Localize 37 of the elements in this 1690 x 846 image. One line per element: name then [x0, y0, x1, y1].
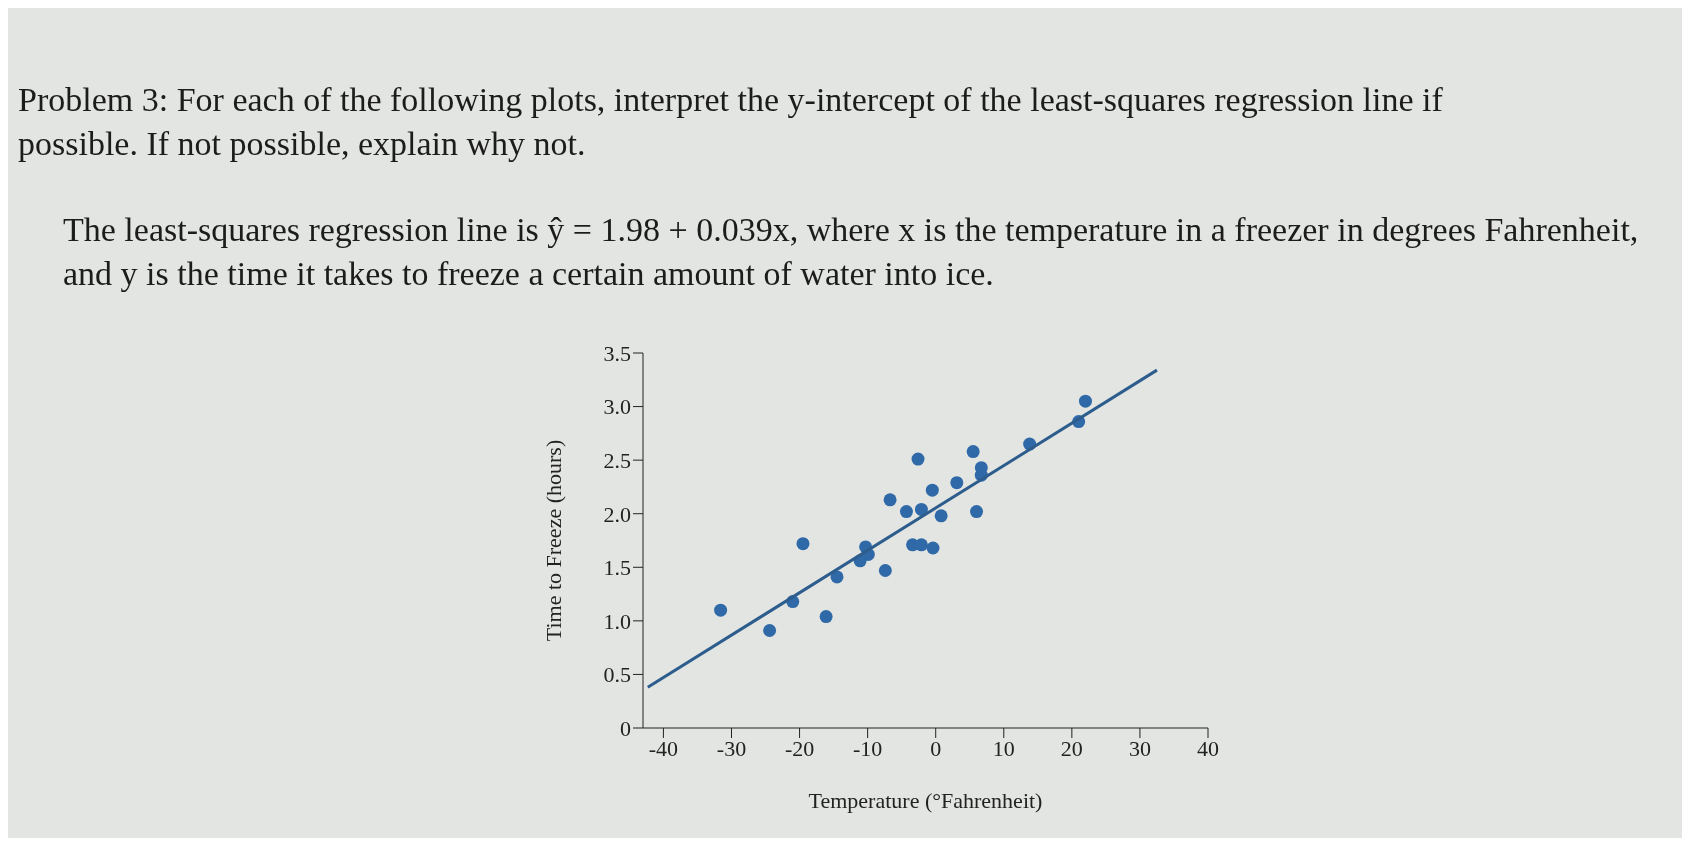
point [925, 483, 939, 497]
point [970, 505, 984, 519]
point [714, 603, 728, 617]
x-tick-label: 20 [1060, 735, 1083, 761]
x-tick-label: 0 [930, 735, 942, 761]
y-tick-label: 0 [620, 715, 631, 741]
x-tick-label: -10 [852, 735, 883, 761]
y-tick-label: 2.0 [603, 501, 631, 527]
x-tick-label: -40 [648, 735, 679, 761]
point [926, 541, 940, 555]
point [934, 509, 948, 523]
x-tick-label: 30 [1128, 735, 1151, 761]
point [950, 476, 964, 490]
point [883, 493, 897, 507]
point [911, 452, 925, 466]
y-tick-label: 3.0 [603, 394, 631, 420]
chart-title: Problem 3: For each of the following plots, interpret the y-intercept of the least-squares regression line if possible. If not possible, explain why not. [18, 80, 1444, 164]
point [1078, 394, 1092, 408]
y-axis-title: Time to Freeze (hours) [540, 439, 566, 642]
x-axis-title: Temperature (°Fahrenheit) [808, 788, 1043, 813]
y-tick-label: 2.5 [603, 447, 631, 473]
y-tick-label: 1.0 [603, 608, 631, 634]
x-tick-label: 40 [1197, 735, 1219, 761]
x-tick-label: 10 [992, 735, 1015, 761]
point [914, 502, 928, 516]
point [899, 505, 913, 519]
y-tick-label: 3.5 [603, 340, 631, 366]
point [966, 445, 980, 459]
y-tick-label: 0.5 [603, 662, 631, 688]
y-tick-label: 1.5 [603, 555, 631, 581]
point [796, 537, 810, 551]
chart-subtitle: The least-squares regression line is ŷ = 1.98 + 0.039x, where x is the temperature in a freezer in degrees Fahrenheit, and y is the time it takes to freeze a certain amount of water into ice. [63, 210, 1640, 294]
point [878, 564, 892, 577]
point [819, 610, 833, 624]
point [763, 624, 777, 637]
x-tick-label: -20 [784, 735, 815, 761]
x-tick-label: -30 [716, 735, 747, 761]
